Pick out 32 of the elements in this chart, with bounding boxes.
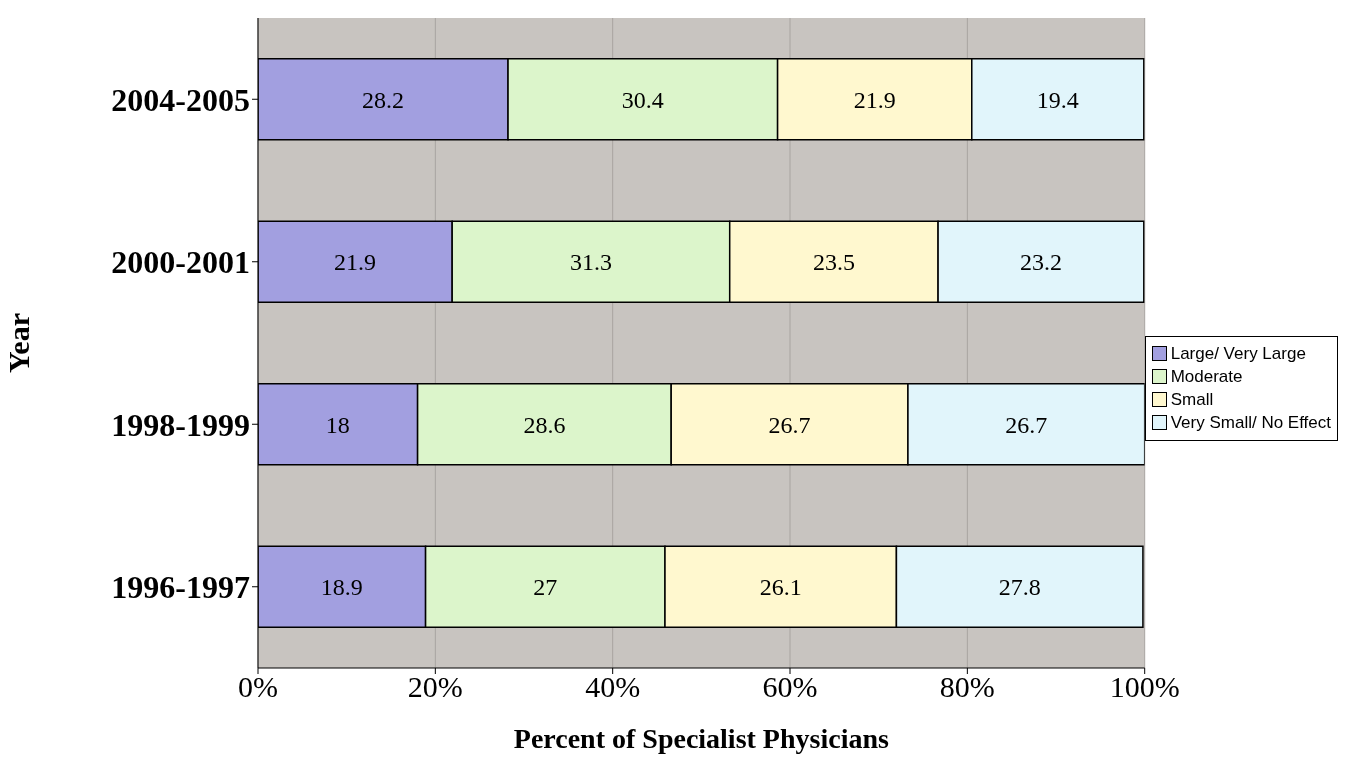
x-tick-label: 80% bbox=[939, 670, 995, 704]
data-label: 30.4 bbox=[621, 86, 664, 113]
data-label: 23.5 bbox=[812, 249, 855, 276]
legend-label: Very Small/ No Effect bbox=[1170, 412, 1331, 433]
data-label: 18 bbox=[325, 411, 350, 438]
x-tick-label: 60% bbox=[762, 670, 818, 704]
data-label: 28.6 bbox=[523, 411, 566, 438]
data-label: 21.9 bbox=[334, 249, 377, 276]
data-label: 23.2 bbox=[1019, 249, 1062, 276]
x-tick-label: 40% bbox=[585, 670, 641, 704]
x-tick-label: 100% bbox=[1109, 670, 1180, 704]
data-label: 27.8 bbox=[998, 574, 1041, 601]
legend-label: Moderate bbox=[1170, 366, 1243, 387]
x-tick-label: 0% bbox=[238, 670, 278, 704]
data-label: 27 bbox=[533, 574, 558, 601]
data-label: 18.9 bbox=[320, 574, 363, 601]
legend-label: Small bbox=[1170, 389, 1214, 410]
y-tick-label: 1996-1997 bbox=[111, 569, 250, 606]
data-label: 19.4 bbox=[1036, 86, 1079, 113]
data-label: 26.1 bbox=[759, 574, 802, 601]
y-axis-title: Year bbox=[1, 313, 35, 373]
data-label: 28.2 bbox=[362, 86, 405, 113]
data-label: 26.7 bbox=[768, 411, 811, 438]
y-tick-label: 2000-2001 bbox=[111, 244, 250, 281]
y-tick-label: 1998-1999 bbox=[111, 406, 250, 443]
data-label: 26.7 bbox=[1005, 411, 1048, 438]
legend-label: Large/ Very Large bbox=[1170, 343, 1306, 364]
y-tick-label: 2004-2005 bbox=[111, 81, 250, 118]
x-tick-label: 20% bbox=[407, 670, 463, 704]
data-label: 21.9 bbox=[853, 86, 896, 113]
data-label: 31.3 bbox=[569, 249, 612, 276]
x-axis-title: Percent of Specialist Physicians bbox=[513, 723, 889, 754]
